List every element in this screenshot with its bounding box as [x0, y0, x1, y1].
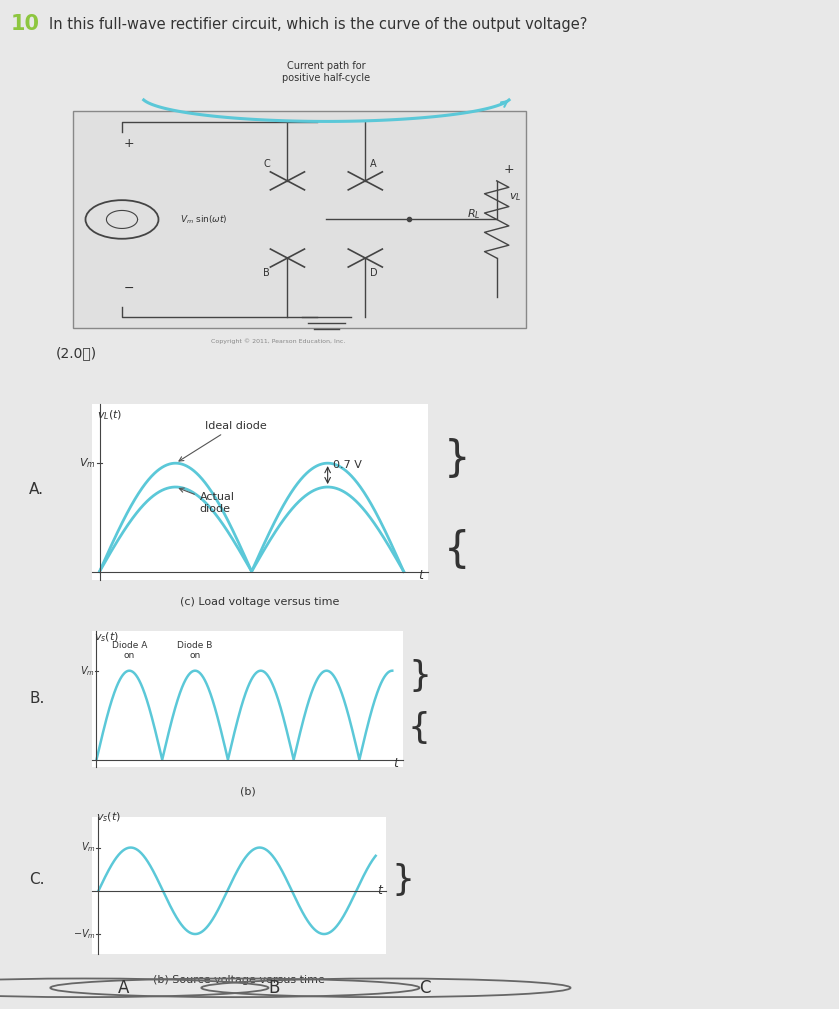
Text: A.: A.: [29, 482, 44, 496]
Text: $v_L$: $v_L$: [508, 191, 521, 203]
Text: }: }: [444, 438, 471, 480]
Text: C: C: [263, 158, 270, 169]
Text: A: A: [370, 158, 377, 169]
Text: (c) Load voltage versus time: (c) Load voltage versus time: [180, 597, 340, 606]
Text: In this full-wave rectifier circuit, which is the curve of the output voltage?: In this full-wave rectifier circuit, whi…: [49, 17, 587, 31]
Text: $-V_m$: $-V_m$: [73, 927, 96, 941]
Text: C.: C.: [29, 873, 44, 887]
Text: Actual
diode: Actual diode: [180, 488, 235, 514]
Text: B.: B.: [29, 691, 44, 705]
Text: {: {: [444, 529, 471, 571]
Text: }: }: [391, 863, 414, 897]
Text: +: +: [124, 137, 134, 150]
Text: $V_m$: $V_m$: [81, 840, 96, 855]
Text: $t$: $t$: [418, 569, 425, 582]
Text: $V_m$ sin($\omega t$): $V_m$ sin($\omega t$): [180, 213, 228, 226]
Bar: [73, 111, 526, 328]
Text: Ideal diode: Ideal diode: [179, 421, 266, 461]
Text: $v_L(t)$: $v_L(t)$: [97, 409, 122, 422]
Text: (2.0分): (2.0分): [55, 346, 96, 360]
Text: $V_m$: $V_m$: [80, 664, 94, 678]
Text: Diode A
on: Diode A on: [112, 641, 147, 660]
Text: +: +: [504, 163, 514, 177]
Text: B: B: [263, 268, 270, 278]
Text: Diode B
on: Diode B on: [177, 641, 213, 660]
Text: $R_L$: $R_L$: [467, 207, 481, 221]
Text: (b): (b): [240, 786, 255, 796]
Text: (b) Source voltage versus time: (b) Source voltage versus time: [154, 976, 325, 986]
Text: $t$: $t$: [377, 884, 384, 897]
Text: }: }: [408, 659, 431, 693]
Text: Copyright © 2011, Pearson Education, Inc.: Copyright © 2011, Pearson Education, Inc…: [211, 338, 345, 344]
Text: 0.7 V: 0.7 V: [333, 459, 362, 469]
Text: C: C: [420, 979, 431, 997]
Text: $v_s(t)$: $v_s(t)$: [94, 631, 119, 644]
Text: $V_m$: $V_m$: [79, 456, 96, 470]
Text: −: −: [124, 282, 134, 295]
Text: B: B: [268, 979, 280, 997]
Text: {: {: [408, 711, 431, 746]
Text: A: A: [117, 979, 129, 997]
Text: $v_s(t)$: $v_s(t)$: [96, 810, 122, 823]
Text: Current path for
positive half-cycle: Current path for positive half-cycle: [282, 62, 371, 83]
Text: $t$: $t$: [393, 757, 401, 770]
Text: D: D: [370, 268, 378, 278]
Text: 10: 10: [11, 14, 40, 34]
